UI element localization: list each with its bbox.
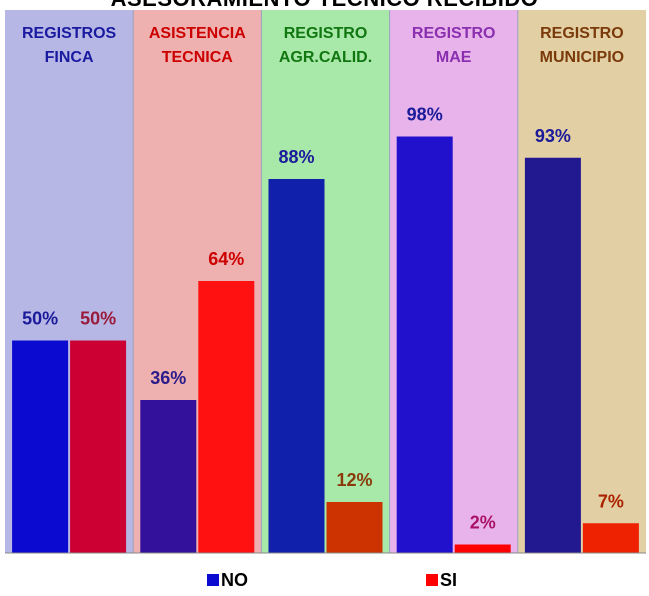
category-label: REGISTRO xyxy=(284,25,368,42)
category-label: REGISTROS xyxy=(22,25,117,42)
bar-si xyxy=(326,502,383,553)
category-label: FINCA xyxy=(45,49,94,66)
bar-si xyxy=(198,281,255,553)
data-label-no: 93% xyxy=(535,126,571,146)
category-label: TECNICA xyxy=(162,49,234,66)
data-label-si: 50% xyxy=(80,309,116,329)
legend-label-si: SI xyxy=(440,569,458,590)
category-label: AGR.CALID. xyxy=(279,49,372,66)
category-label: MAE xyxy=(436,49,472,66)
bar-no xyxy=(140,400,197,553)
data-label-no: 88% xyxy=(278,147,314,167)
bar-si xyxy=(70,340,127,553)
data-label-si: 12% xyxy=(336,470,372,490)
data-label-si: 64% xyxy=(208,249,244,269)
chart-title: ASESORAMIENTO TECNICO RECIBIDO xyxy=(0,0,649,12)
bar-si xyxy=(454,544,511,553)
bar-no xyxy=(268,179,325,553)
data-label-si: 7% xyxy=(598,491,624,511)
legend-item-no: NO xyxy=(207,568,248,592)
bar-no xyxy=(524,157,581,553)
data-label-no: 98% xyxy=(407,105,443,125)
category-label: MUNICIPIO xyxy=(540,49,624,66)
category-label: REGISTRO xyxy=(540,25,624,42)
category-label: ASISTENCIA xyxy=(149,25,246,42)
bar-si xyxy=(582,523,639,553)
legend-label-no: NO xyxy=(221,569,248,590)
bar-no xyxy=(12,340,69,553)
category-label: REGISTRO xyxy=(412,25,496,42)
legend-item-si: SI xyxy=(426,568,457,592)
legend-swatch-si xyxy=(426,574,438,586)
data-label-no: 36% xyxy=(150,368,186,388)
data-label-si: 2% xyxy=(470,513,496,533)
bar-no xyxy=(396,136,453,553)
legend-swatch-no xyxy=(207,574,219,586)
data-label-no: 50% xyxy=(22,309,58,329)
